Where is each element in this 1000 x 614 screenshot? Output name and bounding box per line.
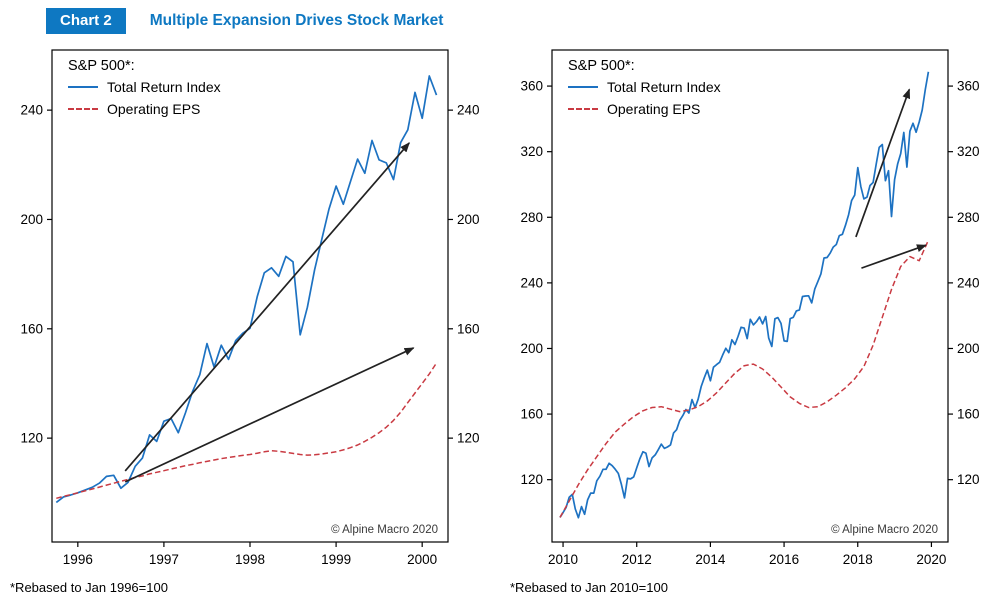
total-return-line-sample xyxy=(568,86,598,88)
y-tick-label-right: 280 xyxy=(957,210,980,225)
legend-label-total-return: Total Return Index xyxy=(607,79,721,95)
y-tick-label-right: 200 xyxy=(457,212,480,227)
left-chart-legend: S&P 500*: Total Return Index Operating E… xyxy=(68,58,221,123)
legend-label-total-return: Total Return Index xyxy=(107,79,221,95)
y-tick-label-right: 240 xyxy=(957,275,980,290)
y-tick-label-left: 240 xyxy=(20,103,43,118)
y-tick-label-left: 200 xyxy=(20,212,43,227)
copyright-right: © Alpine Macro 2020 xyxy=(831,524,938,536)
legend-title: S&P 500*: xyxy=(568,58,635,74)
plot-border xyxy=(551,49,949,543)
operating-eps-line xyxy=(559,239,930,518)
legend-title: S&P 500*: xyxy=(68,58,135,74)
trend-arrow xyxy=(861,244,927,269)
plot-border xyxy=(51,49,449,543)
header: Chart 2 Multiple Expansion Drives Stock … xyxy=(46,8,1000,34)
left-chart-canvas: 120 120 160 160 200 200 240 240 1996 1997 1998 1999… xyxy=(20,49,480,567)
left-chart-panel: 120 120 160 160 200 200 240 240 1996 1997 1998 1999… xyxy=(6,38,494,595)
total-return-line-sample xyxy=(68,86,98,88)
x-tick-label: 2020 xyxy=(916,552,946,567)
right-chart-canvas: 120 120 160 160 200 200 240 240 280 280 320 320 360 3… xyxy=(520,49,980,567)
operating-eps-line-sample xyxy=(68,108,98,110)
right-chart-panel: 120 120 160 160 200 200 240 240 280 280 320 320 360 3… xyxy=(506,38,994,595)
y-tick-label-right: 200 xyxy=(957,341,980,356)
charts-row: 120 120 160 160 200 200 240 240 1996 1997 1998 1999… xyxy=(0,38,1000,595)
legend-item-total-return: Total Return Index xyxy=(68,79,221,95)
x-tick-label: 2016 xyxy=(769,552,799,567)
right-chart-legend: S&P 500*: Total Return Index Operating E… xyxy=(568,58,721,123)
y-tick-label-right: 360 xyxy=(957,79,980,94)
y-tick-label-right: 160 xyxy=(457,321,480,336)
y-tick-label-right: 120 xyxy=(957,472,980,487)
legend-item-operating-eps: Operating EPS xyxy=(568,101,721,117)
operating-eps-line xyxy=(56,362,438,500)
y-tick-label-left: 160 xyxy=(520,407,543,422)
x-tick-label: 1999 xyxy=(321,552,351,567)
y-tick-label-left: 360 xyxy=(520,79,543,94)
footnote-left: *Rebased to Jan 1996=100 xyxy=(10,580,168,595)
y-tick-label-left: 160 xyxy=(20,321,43,336)
x-tick-label: 2000 xyxy=(407,552,437,567)
x-tick-label: 2018 xyxy=(843,552,873,567)
y-tick-label-right: 240 xyxy=(457,103,480,118)
trend-arrow xyxy=(124,142,410,472)
y-tick-label-right: 120 xyxy=(457,431,480,446)
left-chart-plot: 120 120 160 160 200 200 240 240 1996 1997 1998 1999… xyxy=(6,38,494,578)
legend-item-total-return: Total Return Index xyxy=(568,79,721,95)
page-title: Multiple Expansion Drives Stock Market xyxy=(149,12,444,29)
chart-number-badge: Chart 2 xyxy=(46,8,126,34)
y-tick-label-left: 120 xyxy=(20,431,43,446)
operating-eps-line-sample xyxy=(568,108,598,110)
legend-item-operating-eps: Operating EPS xyxy=(68,101,221,117)
trend-arrow xyxy=(855,88,911,238)
y-tick-label-right: 320 xyxy=(957,144,980,159)
y-tick-label-left: 200 xyxy=(520,341,543,356)
trend-arrow xyxy=(124,347,415,483)
x-tick-label: 2012 xyxy=(622,552,652,567)
y-tick-label-left: 240 xyxy=(520,275,543,290)
legend-label-operating-eps: Operating EPS xyxy=(607,101,701,117)
total-return-index-line xyxy=(559,71,930,519)
total-return-index-line xyxy=(55,75,438,504)
y-tick-label-right: 160 xyxy=(957,407,980,422)
footnote-right: *Rebased to Jan 2010=100 xyxy=(510,580,668,595)
copyright-left: © Alpine Macro 2020 xyxy=(331,524,438,536)
x-tick-label: 1997 xyxy=(149,552,179,567)
x-tick-label: 1998 xyxy=(235,552,265,567)
x-tick-label: 1996 xyxy=(63,552,93,567)
y-tick-label-left: 120 xyxy=(520,472,543,487)
y-tick-label-left: 280 xyxy=(520,210,543,225)
y-tick-label-left: 320 xyxy=(520,144,543,159)
x-tick-label: 2010 xyxy=(548,552,578,567)
right-chart-plot: 120 120 160 160 200 200 240 240 280 280 320 320 360 3… xyxy=(506,38,994,578)
legend-label-operating-eps: Operating EPS xyxy=(107,101,201,117)
x-tick-label: 2014 xyxy=(695,552,726,567)
